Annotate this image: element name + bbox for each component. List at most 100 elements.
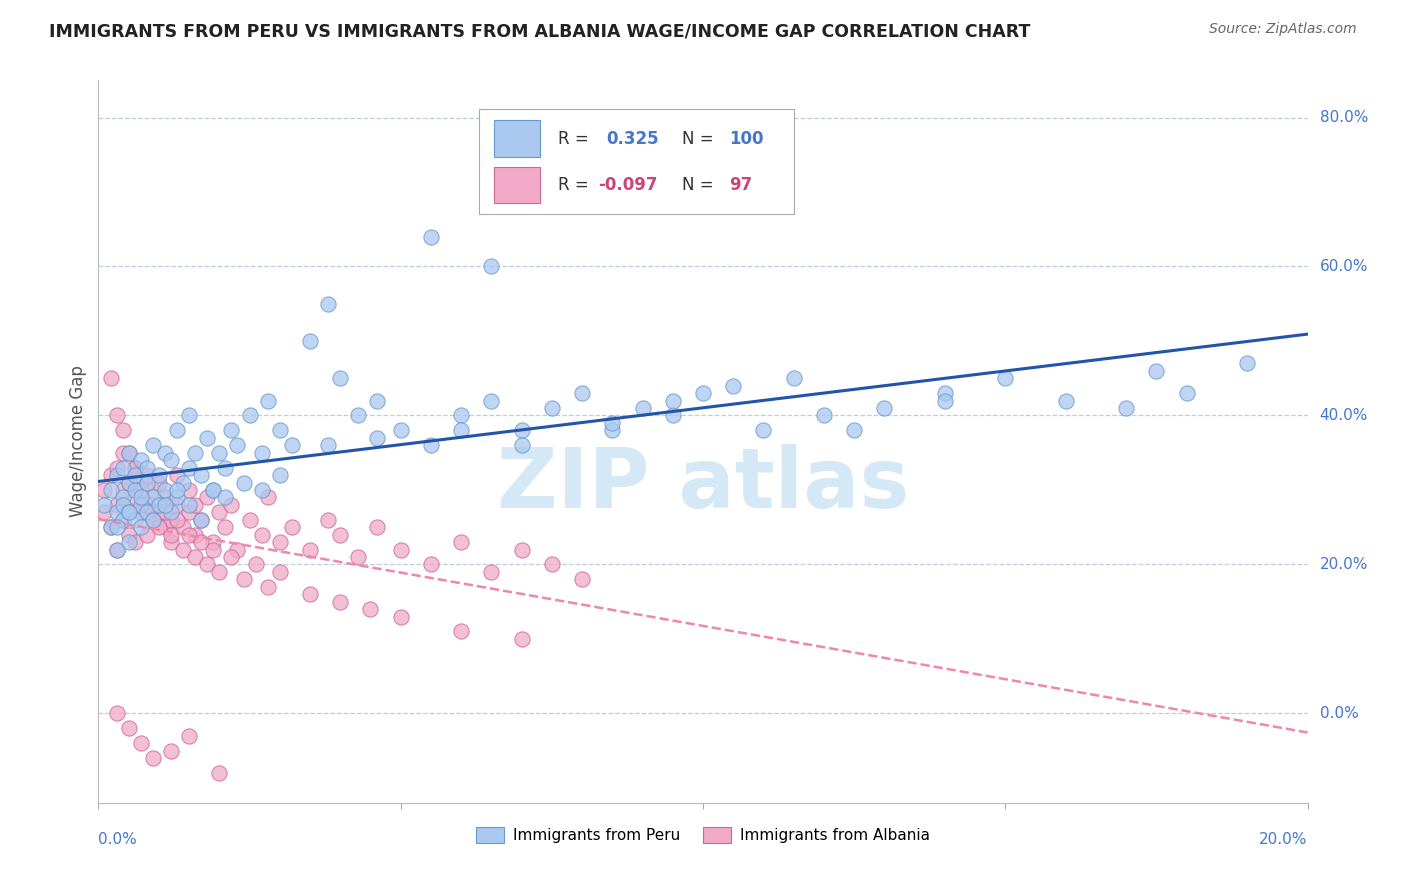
Point: [316, 297, 339, 311]
Point: [129, 483, 152, 497]
Text: IMMIGRANTS FROM PERU VS IMMIGRANTS FROM ALBANIA WAGE/INCOME GAP CORRELATION CHAR: IMMIGRANTS FROM PERU VS IMMIGRANTS FROM …: [49, 22, 1031, 40]
Point: [135, 468, 157, 483]
Text: 0.0%: 0.0%: [98, 831, 138, 847]
Point: [148, 498, 170, 512]
Point: [1236, 356, 1258, 370]
Point: [510, 438, 533, 452]
Point: [111, 498, 134, 512]
Point: [111, 491, 134, 505]
Point: [148, 505, 170, 519]
Point: [366, 393, 388, 408]
Text: 100: 100: [730, 129, 763, 147]
Point: [179, 460, 201, 475]
Point: [100, 371, 122, 385]
Text: 20.0%: 20.0%: [1260, 831, 1308, 847]
Point: [256, 491, 278, 505]
Point: [111, 423, 134, 437]
Point: [299, 542, 322, 557]
Point: [184, 446, 207, 460]
Point: [239, 513, 262, 527]
Point: [160, 513, 183, 527]
Point: [179, 505, 201, 519]
FancyBboxPatch shape: [494, 167, 540, 202]
Point: [93, 505, 115, 519]
Point: [250, 483, 273, 497]
Point: [389, 542, 412, 557]
Point: [153, 446, 176, 460]
Text: N =: N =: [682, 129, 714, 147]
Point: [281, 438, 304, 452]
Point: [153, 505, 176, 519]
Point: [135, 505, 157, 519]
Point: [347, 549, 370, 564]
Point: [450, 624, 472, 639]
Point: [239, 409, 262, 423]
Point: [329, 527, 352, 541]
Point: [124, 460, 146, 475]
Point: [450, 409, 472, 423]
Point: [135, 527, 157, 541]
Point: [179, 409, 201, 423]
Point: [232, 572, 254, 586]
Point: [299, 587, 322, 601]
Point: [256, 580, 278, 594]
Point: [124, 535, 146, 549]
Point: [540, 558, 562, 572]
Text: -0.097: -0.097: [598, 176, 657, 194]
Point: [202, 483, 225, 497]
Point: [184, 549, 207, 564]
Point: [105, 498, 128, 512]
Point: [1175, 386, 1198, 401]
FancyBboxPatch shape: [494, 120, 540, 157]
Point: [226, 542, 249, 557]
Point: [221, 498, 243, 512]
Point: [360, 602, 382, 616]
Point: [118, 535, 141, 549]
Point: [299, 334, 322, 348]
Point: [142, 513, 165, 527]
Point: [172, 542, 194, 557]
Point: [723, 378, 745, 392]
Point: [366, 431, 388, 445]
Point: [135, 460, 157, 475]
Point: [250, 446, 273, 460]
Point: [813, 409, 835, 423]
Point: [195, 558, 218, 572]
Point: [105, 468, 128, 483]
Point: [179, 498, 201, 512]
Point: [118, 475, 141, 490]
Point: [208, 505, 231, 519]
Point: [129, 505, 152, 519]
Point: [269, 565, 291, 579]
Point: [118, 721, 141, 735]
Point: [226, 438, 249, 452]
Point: [100, 468, 122, 483]
Point: [602, 423, 624, 437]
Point: [510, 632, 533, 646]
Text: ZIP atlas: ZIP atlas: [496, 444, 910, 525]
Point: [202, 535, 225, 549]
Point: [450, 535, 472, 549]
Point: [129, 491, 152, 505]
Point: [510, 542, 533, 557]
Point: [93, 498, 115, 512]
Text: 40.0%: 40.0%: [1320, 408, 1368, 423]
Point: [752, 423, 775, 437]
Point: [250, 527, 273, 541]
Point: [100, 520, 122, 534]
Point: [214, 460, 236, 475]
Point: [153, 520, 176, 534]
Point: [873, 401, 896, 415]
Point: [135, 475, 157, 490]
Point: [1115, 401, 1137, 415]
Point: [172, 520, 194, 534]
Point: [111, 460, 134, 475]
Point: [142, 513, 165, 527]
Point: [571, 386, 593, 401]
Point: [316, 438, 339, 452]
Point: [105, 542, 128, 557]
Point: [118, 505, 141, 519]
Text: 80.0%: 80.0%: [1320, 110, 1368, 125]
Point: [214, 491, 236, 505]
Point: [100, 483, 122, 497]
